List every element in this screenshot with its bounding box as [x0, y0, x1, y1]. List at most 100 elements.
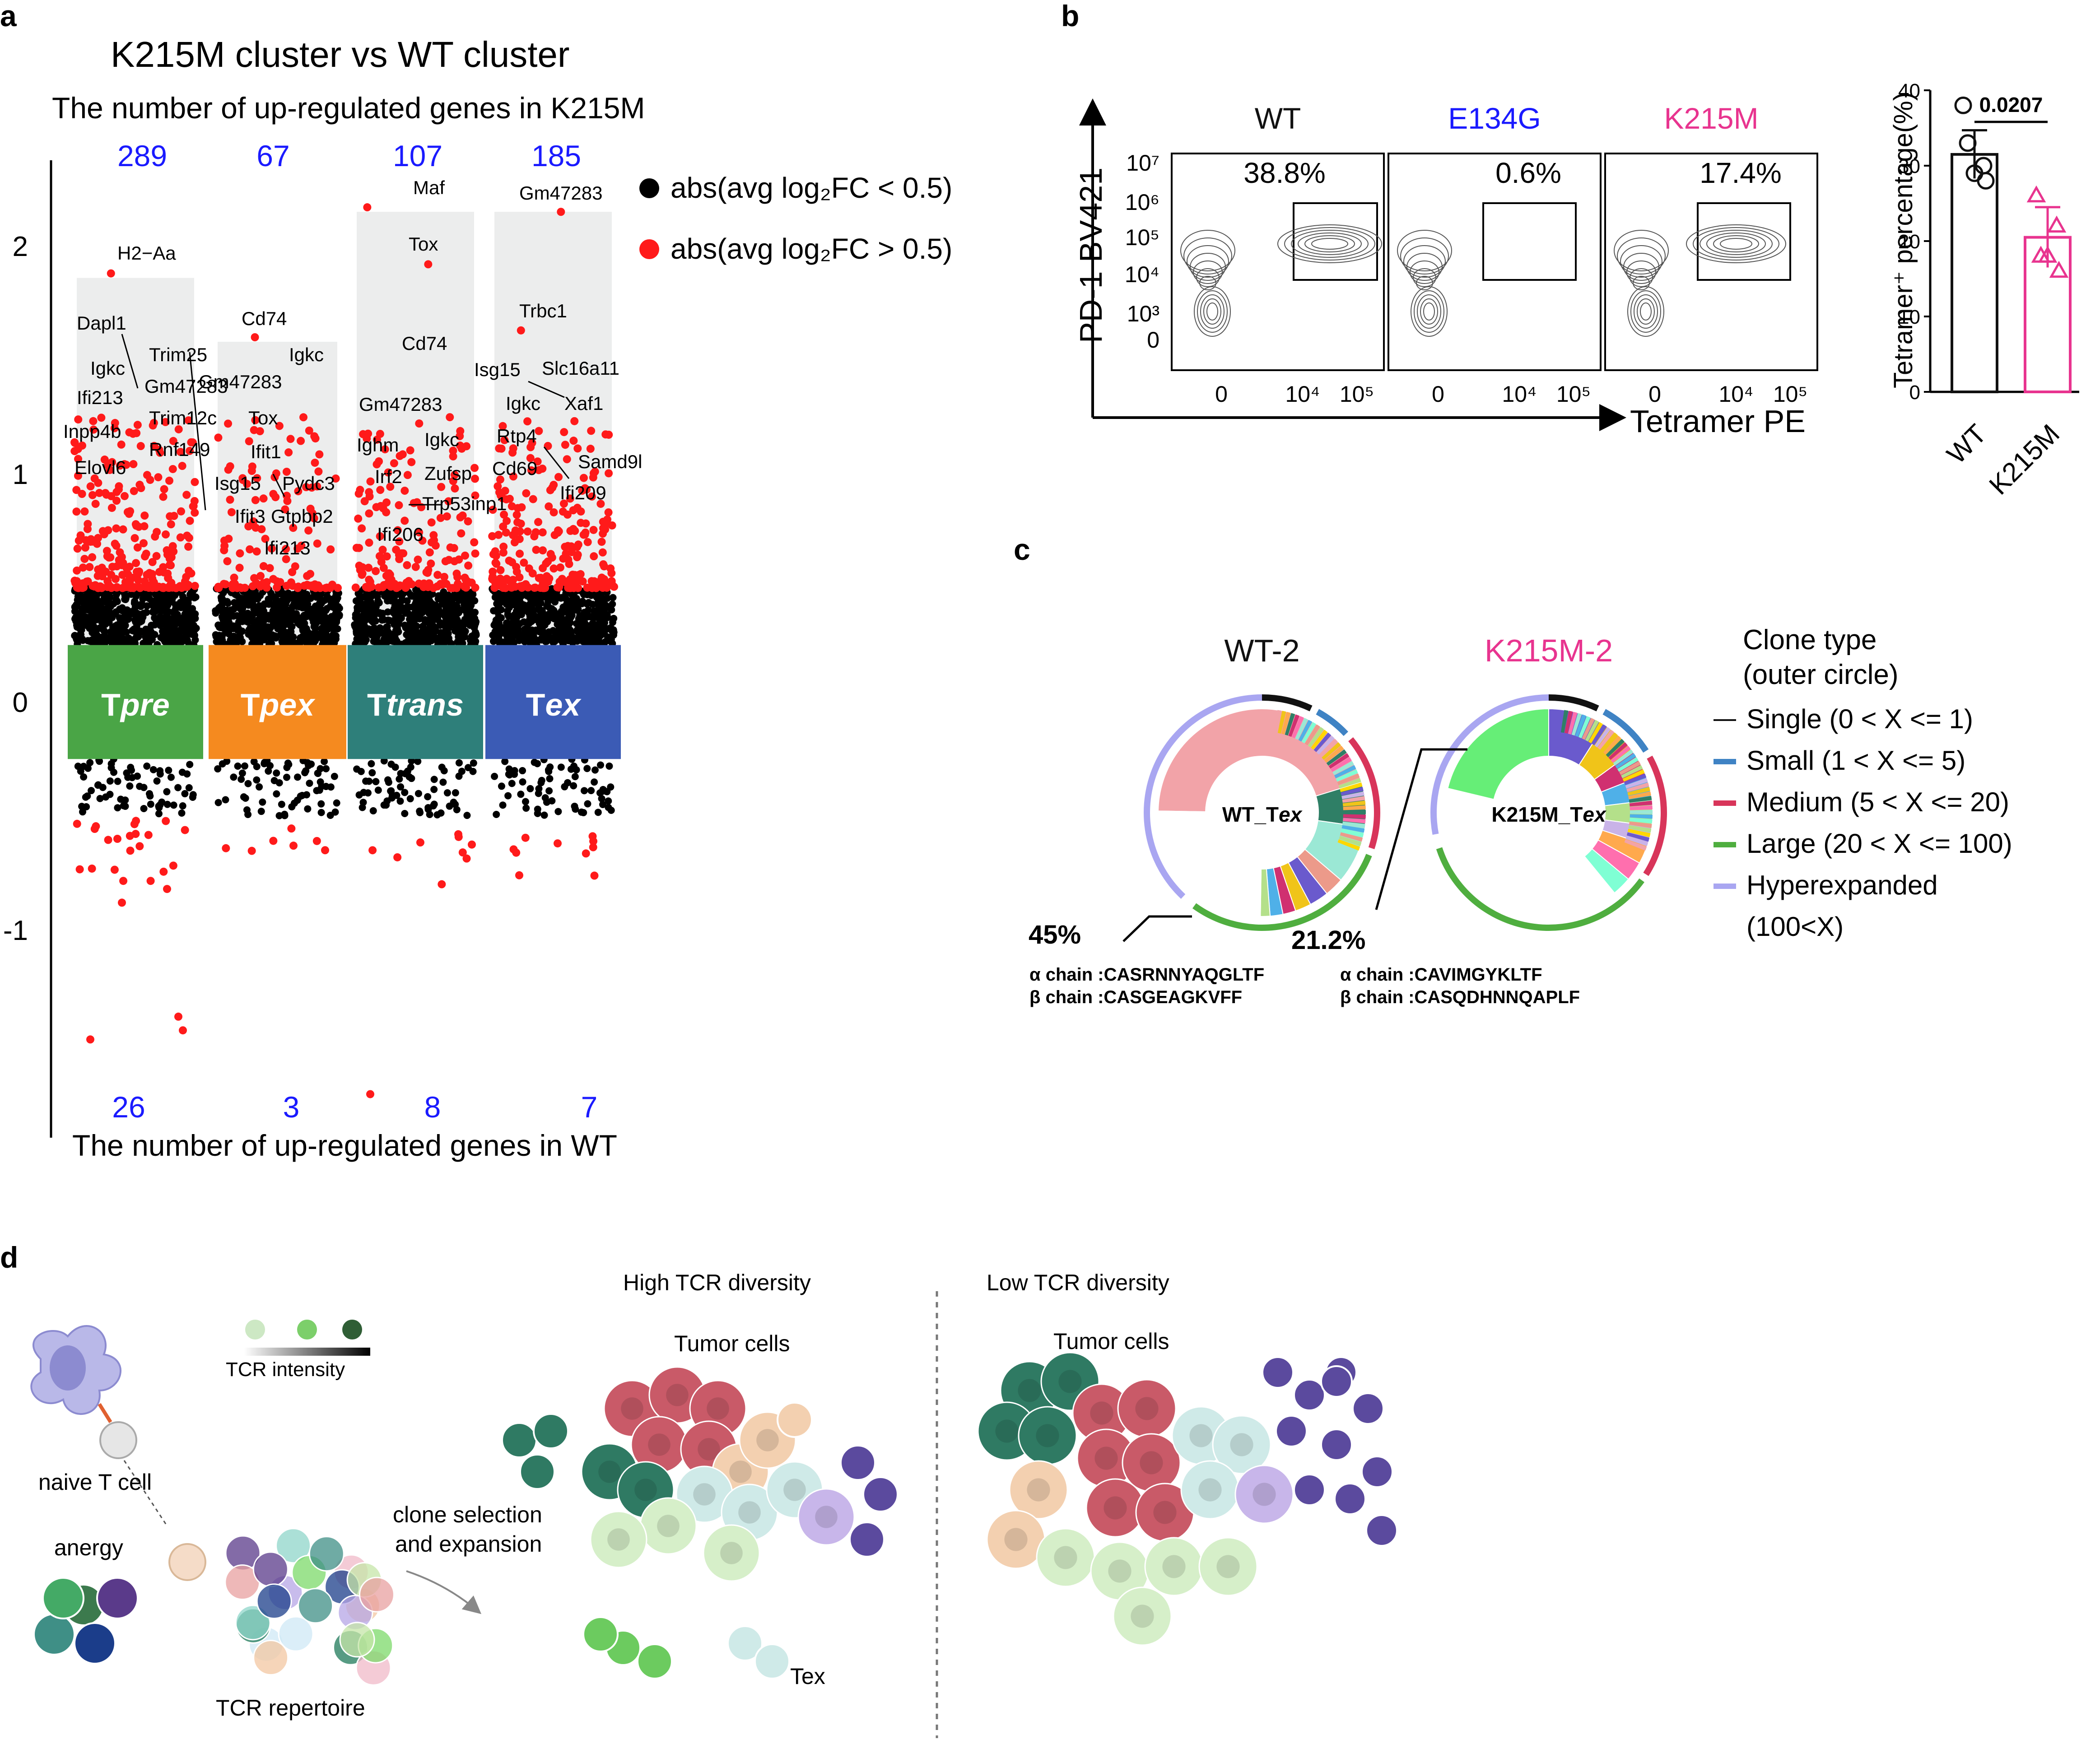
tumor-nucleus	[657, 1515, 680, 1537]
point-ns	[127, 637, 135, 645]
contour-neg	[1630, 268, 1653, 287]
point-ns	[535, 619, 543, 627]
point-up	[156, 448, 164, 457]
tumor-nucleus	[1131, 1604, 1154, 1628]
point-up	[85, 563, 94, 571]
point-ns	[559, 604, 567, 611]
point-up	[70, 577, 79, 585]
bar-y-tick-label: 40	[1898, 80, 1920, 102]
point-ns	[535, 785, 543, 792]
donut-thin-slice	[1627, 786, 1650, 796]
point-ns	[184, 601, 191, 609]
tumor-nucleus	[1153, 1501, 1177, 1524]
point-ns	[563, 623, 571, 630]
point-up	[97, 414, 106, 422]
tumor-nucleus	[1058, 1370, 1082, 1393]
point-ns	[250, 605, 258, 613]
point-up	[489, 550, 498, 558]
point-down	[582, 849, 590, 858]
point-ns	[369, 807, 377, 814]
donut-outer-ring	[1643, 755, 1667, 876]
point-up	[176, 448, 185, 456]
point-ns	[609, 600, 616, 608]
point-up	[509, 472, 517, 481]
point-ns	[244, 780, 252, 787]
point-ns	[406, 615, 414, 623]
point-up	[168, 465, 177, 473]
point-up	[398, 450, 407, 459]
point-min	[366, 1090, 374, 1098]
point-up	[143, 571, 151, 579]
point-ns	[467, 591, 475, 599]
point-up	[397, 549, 406, 558]
point-ns	[88, 787, 95, 795]
point-ns	[440, 588, 447, 596]
point-up	[532, 545, 540, 554]
tumor-nucleus	[1018, 1379, 1041, 1402]
point-ns	[304, 805, 312, 813]
point-up	[590, 552, 598, 561]
point-ns	[326, 811, 334, 819]
flow-gate-K215M	[1697, 202, 1791, 281]
point-ns	[312, 624, 319, 632]
point-up	[488, 575, 497, 584]
donut-thin-slice	[1324, 745, 1344, 763]
flow-x-tick: 10⁵	[1340, 381, 1374, 407]
point-ns	[253, 763, 261, 770]
point-up	[236, 549, 244, 558]
point-ns	[127, 767, 135, 774]
tumor-nucleus	[1036, 1424, 1059, 1447]
donut-thin-slice	[1342, 821, 1365, 828]
point-ns	[470, 759, 477, 767]
point-up	[176, 533, 185, 542]
point-up	[250, 426, 258, 434]
point-up	[489, 506, 497, 514]
tcr-contact	[98, 1403, 112, 1423]
point-up	[230, 573, 238, 582]
point-ns	[384, 616, 392, 624]
donut-thin-slice	[1613, 749, 1634, 766]
point-ns	[309, 612, 317, 619]
legend-label-2: Medium (5 < X <= 20)	[1746, 787, 2009, 817]
point-ns	[312, 602, 320, 610]
point-up	[522, 582, 531, 591]
point-up	[223, 557, 232, 566]
panel-b: b WT 38.8% 0 10⁴ 10⁵ E134G 0.6% 0 10⁴ 10⁵ K215M 17.…	[1061, 0, 2079, 501]
point-ns	[86, 759, 94, 767]
donut-thin-slice	[1564, 711, 1573, 734]
point-ns	[548, 797, 556, 805]
point-ns	[289, 591, 297, 599]
point-up	[414, 555, 422, 564]
point-ns	[531, 637, 539, 645]
gene-label: Irf2	[375, 466, 402, 487]
gene-label: Isg15	[474, 359, 521, 380]
point-ns	[443, 594, 451, 601]
bar-point	[2026, 185, 2046, 203]
gene-label: Dapl1	[77, 312, 126, 334]
donut-thin-slice	[1341, 828, 1364, 837]
point-up	[169, 437, 177, 445]
gene-label: Cd74	[242, 308, 287, 329]
contour-pos	[1700, 230, 1773, 258]
point-up	[530, 532, 539, 540]
point-ns	[439, 637, 447, 644]
point-up	[74, 455, 83, 463]
donut-thin-slice	[1343, 805, 1366, 810]
point-ns	[545, 767, 553, 775]
point-ns	[317, 590, 325, 598]
point-up	[185, 567, 193, 575]
point-ns	[267, 590, 275, 597]
point-ns	[599, 800, 606, 808]
point-ns	[260, 636, 268, 644]
point-ns	[596, 761, 604, 769]
point-ns	[414, 758, 422, 765]
point-down	[144, 831, 153, 839]
donut-thin-slice	[1625, 778, 1648, 789]
point-ns	[298, 791, 306, 799]
point-ns	[161, 636, 169, 644]
point-ns	[253, 776, 261, 784]
donut-thin-slice	[1621, 765, 1643, 779]
point-up	[165, 476, 173, 485]
point-ns	[217, 607, 225, 614]
contour-pos	[1277, 224, 1382, 263]
